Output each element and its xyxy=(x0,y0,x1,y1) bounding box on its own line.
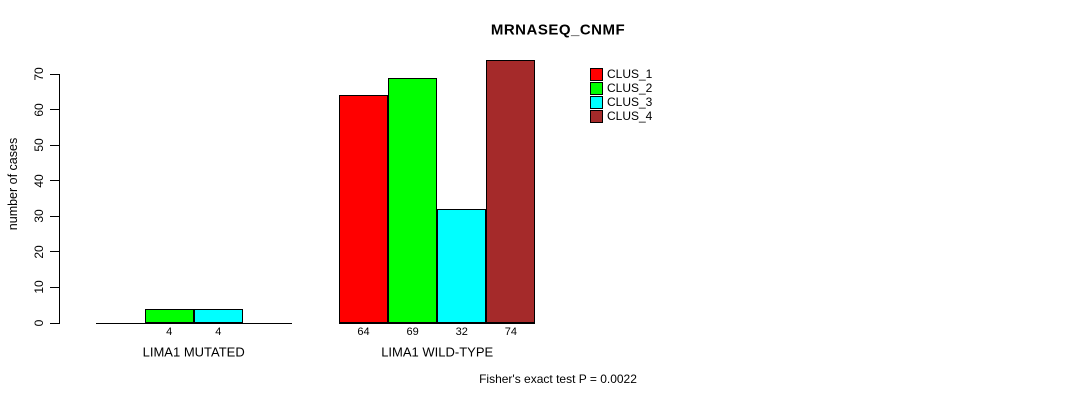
y-tick xyxy=(50,144,59,146)
group-baseline xyxy=(95,322,292,324)
legend-label: CLUS_3 xyxy=(607,95,653,109)
bar-value-label: 4 xyxy=(215,326,222,338)
legend-swatch xyxy=(590,95,603,109)
y-tick xyxy=(50,73,59,75)
y-tick-label: 20 xyxy=(32,245,46,259)
y-tick xyxy=(50,251,59,253)
legend-swatch xyxy=(590,109,603,123)
y-tick xyxy=(50,215,59,217)
y-tick xyxy=(50,180,59,182)
bar-value-label: 64 xyxy=(357,326,370,338)
y-axis-line xyxy=(59,74,60,324)
bar-value-label: 32 xyxy=(455,326,468,338)
group-label: LIMA1 MUTATED xyxy=(142,344,245,360)
fisher-test-annotation: Fisher's exact test P = 0.0022 xyxy=(479,372,637,386)
legend-label: CLUS_2 xyxy=(607,81,653,95)
bar xyxy=(144,308,194,323)
legend-swatch xyxy=(590,67,603,81)
group-baseline xyxy=(339,322,536,324)
y-tick-label: 10 xyxy=(32,280,46,295)
bar-value-label: 4 xyxy=(166,326,173,338)
y-tick-label: 70 xyxy=(32,67,46,81)
y-tick xyxy=(50,322,59,324)
y-tick-label: 50 xyxy=(32,138,46,152)
y-tick xyxy=(50,286,59,288)
legend-label: CLUS_1 xyxy=(607,67,653,81)
legend-swatch xyxy=(590,81,603,95)
y-tick-label: 30 xyxy=(32,209,46,223)
y-axis-label: number of cases xyxy=(6,137,20,231)
bar-value-label: 74 xyxy=(504,326,517,338)
bar xyxy=(486,59,536,323)
bar xyxy=(388,77,438,323)
legend-label: CLUS_4 xyxy=(607,109,653,123)
group-label: LIMA1 WILD-TYPE xyxy=(381,344,494,360)
bar xyxy=(339,95,389,323)
y-tick xyxy=(50,109,59,111)
y-tick-label: 0 xyxy=(32,319,46,327)
chart-title: MRNASEQ_CNMF xyxy=(490,21,626,39)
bar-value-label: 69 xyxy=(406,326,419,338)
y-tick-label: 60 xyxy=(32,102,46,117)
bar xyxy=(193,308,243,323)
bar xyxy=(437,209,487,323)
y-tick-label: 40 xyxy=(32,174,46,188)
